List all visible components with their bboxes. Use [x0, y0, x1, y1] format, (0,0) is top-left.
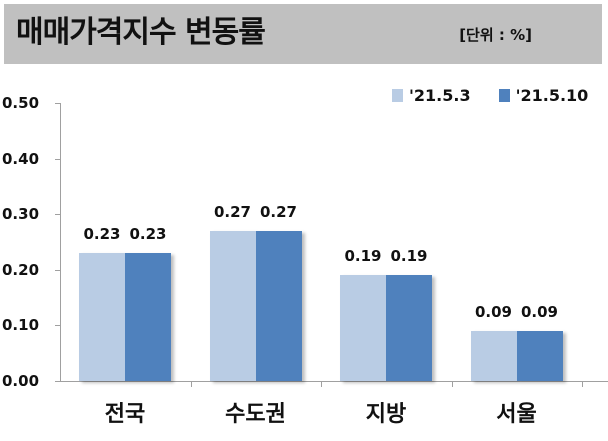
legend-swatch-series-2: [498, 89, 510, 102]
data-label: 0.19: [344, 247, 382, 266]
x-tick: [321, 381, 322, 387]
y-tick: [55, 381, 60, 382]
bar-series-2: [255, 230, 302, 381]
y-tick: [55, 103, 60, 104]
y-axis: [60, 103, 61, 381]
data-label: 0.09: [520, 302, 558, 321]
data-label: 0.23: [129, 225, 167, 244]
y-tick-label: 0.00: [2, 372, 40, 390]
y-tick-label: 0.50: [2, 94, 40, 112]
bar-series-1: [340, 275, 386, 381]
y-tick-label: 0.40: [2, 149, 40, 168]
data-label: 0.27: [213, 202, 251, 221]
legend-label-series-2: '21.5.10: [515, 86, 589, 105]
unit-label: [단위 : %]: [459, 26, 532, 44]
data-label: 0.09: [474, 302, 512, 321]
category-label: 수도권: [225, 402, 286, 427]
bar-series-1: [79, 253, 125, 381]
chart-title: 매매가격지수 변동률: [16, 15, 266, 50]
y-tick: [55, 325, 60, 327]
chart-header: 매매가격지수 변동률 [단위 : %]: [4, 4, 602, 64]
category-label: 서울: [496, 402, 537, 427]
y-tick-label: 0.20: [2, 260, 40, 279]
y-tick-label: 0.10: [2, 316, 40, 335]
category-label: 지방: [365, 402, 407, 427]
legend: '21.5.3 '21.5.10: [392, 86, 588, 105]
x-axis: [60, 381, 608, 382]
bar-series-1: [470, 330, 517, 381]
data-label: 0.23: [83, 225, 121, 244]
bar-series-2: [125, 253, 171, 381]
bar-series-2: [516, 330, 563, 381]
x-tick: [190, 381, 192, 387]
x-tick: [451, 381, 453, 387]
y-tick: [55, 214, 60, 216]
data-label: 0.19: [390, 247, 428, 266]
legend-item-series-2: '21.5.10: [498, 86, 589, 105]
y-tick-label: 0.30: [2, 205, 40, 224]
legend-swatch-series-1: [392, 89, 403, 102]
data-label: 0.27: [259, 202, 297, 221]
legend-item-series-1: '21.5.3: [392, 86, 471, 105]
category-label: 전국: [104, 402, 146, 427]
bar-series-1: [209, 230, 256, 381]
bar-series-2: [386, 275, 432, 381]
y-tick: [55, 158, 60, 160]
x-tick: [582, 381, 583, 387]
legend-label-series-1: '21.5.3: [409, 86, 471, 105]
y-tick: [55, 269, 60, 271]
